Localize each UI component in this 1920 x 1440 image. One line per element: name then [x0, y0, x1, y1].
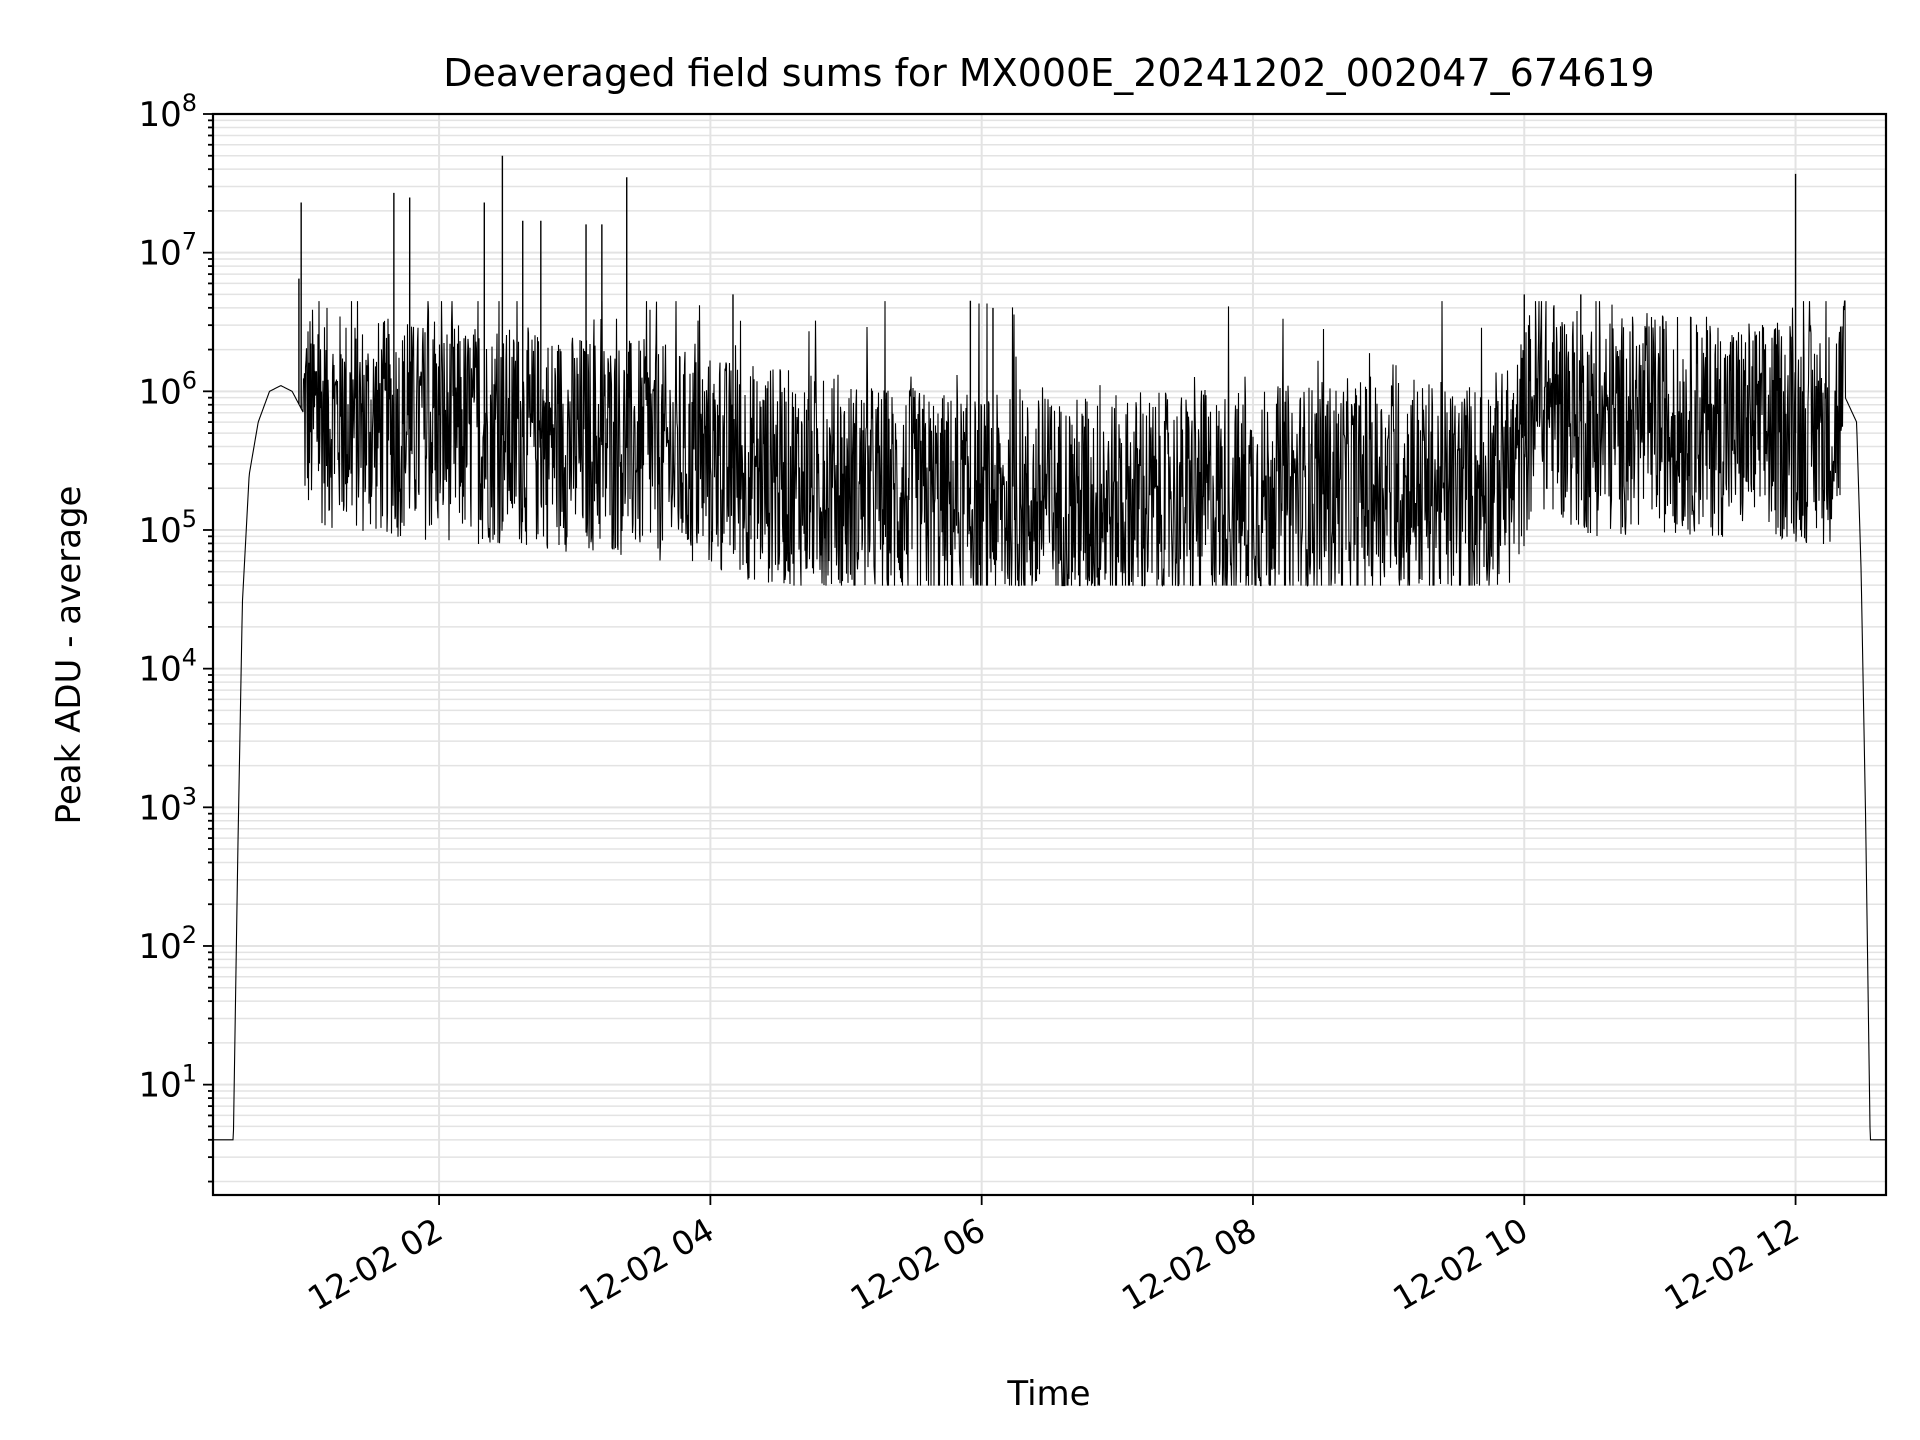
- plot-frame: [211, 112, 1888, 1197]
- y-axis: 101 102 103 104 105 106 107 108: [138, 89, 213, 1183]
- x-axis-label: Time: [1006, 1374, 1090, 1414]
- y-tick-label: 105: [138, 505, 197, 551]
- y-tick-label: 107: [138, 228, 197, 274]
- y-tick-label: 104: [138, 644, 197, 690]
- y-tick-label: 102: [138, 921, 197, 967]
- chart-title: Deaveraged field sums for MX000E_2024120…: [443, 51, 1654, 95]
- y-tick-label: 103: [138, 782, 197, 828]
- y-tick-label: 101: [138, 1060, 197, 1106]
- y-tick-label: 108: [138, 89, 197, 135]
- y-tick-label: 106: [138, 366, 197, 412]
- grid: [213, 114, 1886, 1195]
- y-axis-label: Peak ADU - average: [49, 486, 89, 825]
- series-line: [213, 300, 1886, 1141]
- plot-area: [213, 155, 1886, 1141]
